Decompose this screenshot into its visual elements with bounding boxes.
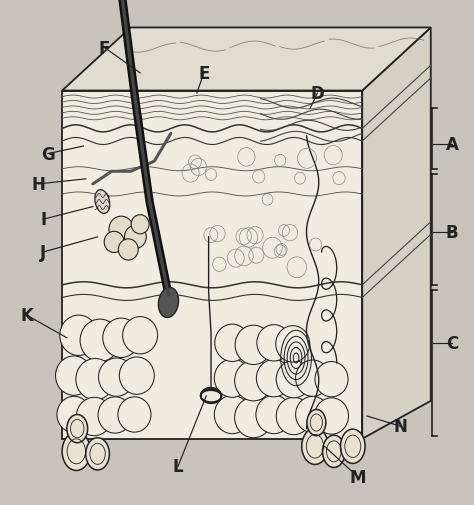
Circle shape (76, 397, 112, 436)
Text: E: E (198, 65, 210, 83)
Circle shape (118, 397, 151, 432)
Circle shape (104, 232, 124, 253)
Circle shape (76, 359, 115, 400)
Circle shape (315, 398, 348, 434)
Circle shape (80, 320, 120, 362)
Polygon shape (62, 91, 362, 439)
Ellipse shape (302, 428, 328, 465)
Circle shape (99, 358, 135, 396)
Circle shape (214, 395, 250, 434)
Text: G: G (41, 145, 55, 163)
Circle shape (123, 317, 157, 354)
Circle shape (235, 326, 272, 365)
Text: C: C (446, 334, 458, 352)
Text: L: L (173, 458, 183, 476)
Circle shape (296, 360, 329, 396)
Text: A: A (446, 135, 458, 153)
Ellipse shape (62, 432, 91, 471)
Circle shape (296, 396, 329, 433)
Circle shape (57, 396, 91, 433)
Circle shape (235, 361, 273, 401)
Circle shape (214, 359, 250, 397)
Ellipse shape (322, 435, 345, 468)
Circle shape (256, 360, 292, 397)
Circle shape (98, 397, 132, 433)
Text: D: D (310, 85, 324, 103)
Circle shape (257, 325, 291, 361)
Text: I: I (40, 211, 46, 229)
Circle shape (276, 326, 310, 362)
Circle shape (315, 362, 348, 397)
Circle shape (55, 356, 92, 395)
Circle shape (118, 239, 138, 261)
Circle shape (119, 357, 155, 394)
Circle shape (256, 395, 292, 434)
Circle shape (131, 215, 149, 234)
Ellipse shape (340, 429, 365, 464)
Text: H: H (32, 176, 46, 193)
Text: J: J (40, 243, 46, 262)
Polygon shape (362, 28, 431, 439)
Circle shape (215, 325, 250, 362)
Ellipse shape (307, 410, 326, 436)
Ellipse shape (158, 288, 179, 318)
Ellipse shape (67, 415, 88, 443)
Text: K: K (20, 307, 33, 324)
Circle shape (125, 226, 146, 249)
Polygon shape (62, 28, 431, 91)
Ellipse shape (95, 190, 110, 214)
Circle shape (276, 361, 311, 398)
Circle shape (276, 397, 311, 435)
Circle shape (235, 397, 273, 438)
Text: B: B (446, 223, 458, 241)
Circle shape (60, 316, 98, 356)
Text: N: N (393, 417, 407, 435)
Circle shape (103, 319, 140, 358)
Ellipse shape (86, 438, 109, 470)
Text: F: F (99, 39, 110, 58)
Circle shape (109, 217, 134, 243)
Text: M: M (349, 468, 366, 486)
